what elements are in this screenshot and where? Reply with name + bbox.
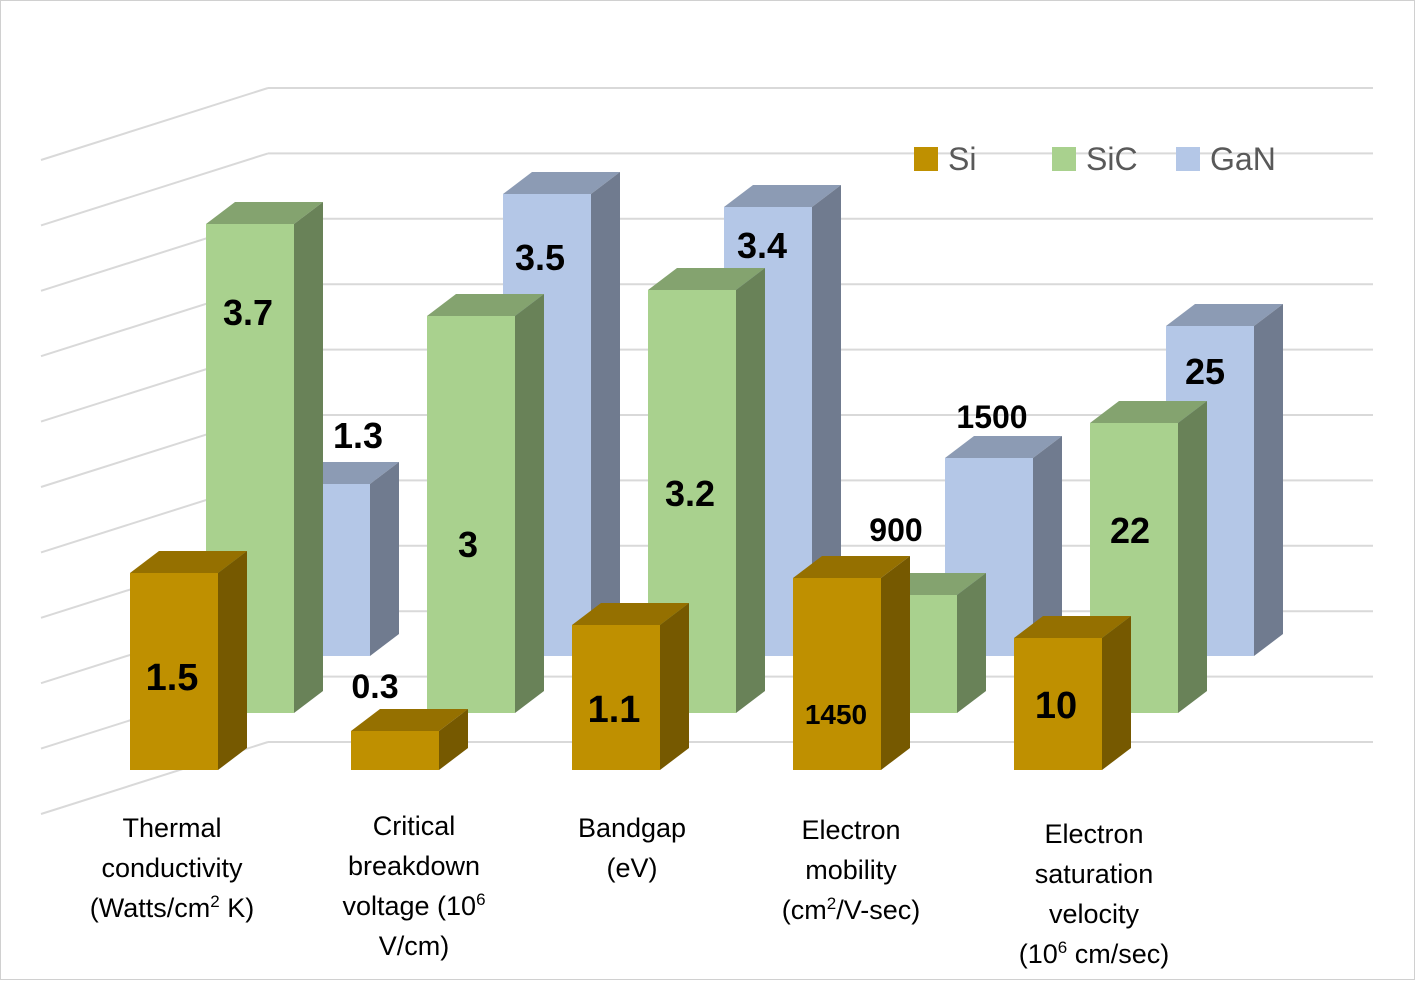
value-label-sic-1: 3 xyxy=(458,524,478,565)
value-label-gan-0: 1.3 xyxy=(333,415,383,456)
category-label-line: Bandgap xyxy=(577,813,687,843)
category-label-line: (eV) xyxy=(606,853,658,883)
value-label-gan-2: 3.4 xyxy=(737,225,787,266)
legend-swatch-gan xyxy=(1176,147,1200,171)
value-label-si-1: 0.3 xyxy=(351,668,398,706)
value-label-sic-3: 900 xyxy=(869,512,922,548)
bar-si-2 xyxy=(572,603,689,770)
value-label-gan-4: 25 xyxy=(1185,351,1225,392)
value-label-sic-4: 22 xyxy=(1110,510,1150,551)
value-label-si-3: 1450 xyxy=(805,699,867,730)
category-label-line: (cm2/V-sec) xyxy=(781,894,921,925)
bar-si-1 xyxy=(351,709,468,770)
category-label-1: Critical breakdown voltage (106 V/cm) xyxy=(294,806,534,966)
value-label-sic-2: 3.2 xyxy=(665,473,715,514)
category-label-line: Thermal xyxy=(122,813,222,843)
category-label-line: saturation xyxy=(1034,859,1154,889)
category-label-3: Electron mobility (cm2/V-sec) xyxy=(731,810,971,930)
value-label-sic-0: 3.7 xyxy=(223,292,273,333)
bar-sic-1 xyxy=(427,294,544,713)
legend-swatch-sic xyxy=(1052,147,1076,171)
category-label-2: Bandgap (eV) xyxy=(512,808,752,888)
value-label-gan-1: 3.5 xyxy=(515,237,565,278)
value-label-si-0: 1.5 xyxy=(146,657,199,699)
category-label-line: Electron xyxy=(801,815,901,845)
legend-label-gan: GaN xyxy=(1210,141,1276,177)
bar-si-4 xyxy=(1014,616,1131,770)
category-label-line: breakdown xyxy=(347,851,481,881)
category-label-line: conductivity xyxy=(101,853,243,883)
value-label-si-2: 1.1 xyxy=(588,689,641,731)
legend-label-sic: SiC xyxy=(1086,141,1138,177)
value-label-gan-3: 1500 xyxy=(956,399,1027,435)
bar-sic-0 xyxy=(206,202,323,713)
legend-swatch-si xyxy=(914,147,938,171)
category-label-line: Critical xyxy=(372,811,456,841)
category-label-line: V/cm) xyxy=(378,931,450,961)
category-label-line: (106 cm/sec) xyxy=(1018,938,1170,969)
category-label-line: velocity xyxy=(1048,899,1140,929)
bar-si-0 xyxy=(130,551,247,770)
category-label-line: (Watts/cm2 K) xyxy=(89,892,255,923)
value-label-si-4: 10 xyxy=(1035,685,1077,727)
category-label-line: Electron xyxy=(1044,819,1144,849)
category-label-line: voltage (106 xyxy=(342,890,486,921)
category-label-0: Thermal conductivity (Watts/cm2 K) xyxy=(52,808,292,928)
category-label-line: mobility xyxy=(805,855,897,885)
category-label-4: Electron saturation velocity (106 cm/sec) xyxy=(974,814,1214,974)
bar-si-3 xyxy=(793,556,910,770)
legend-label-si: Si xyxy=(948,141,976,177)
